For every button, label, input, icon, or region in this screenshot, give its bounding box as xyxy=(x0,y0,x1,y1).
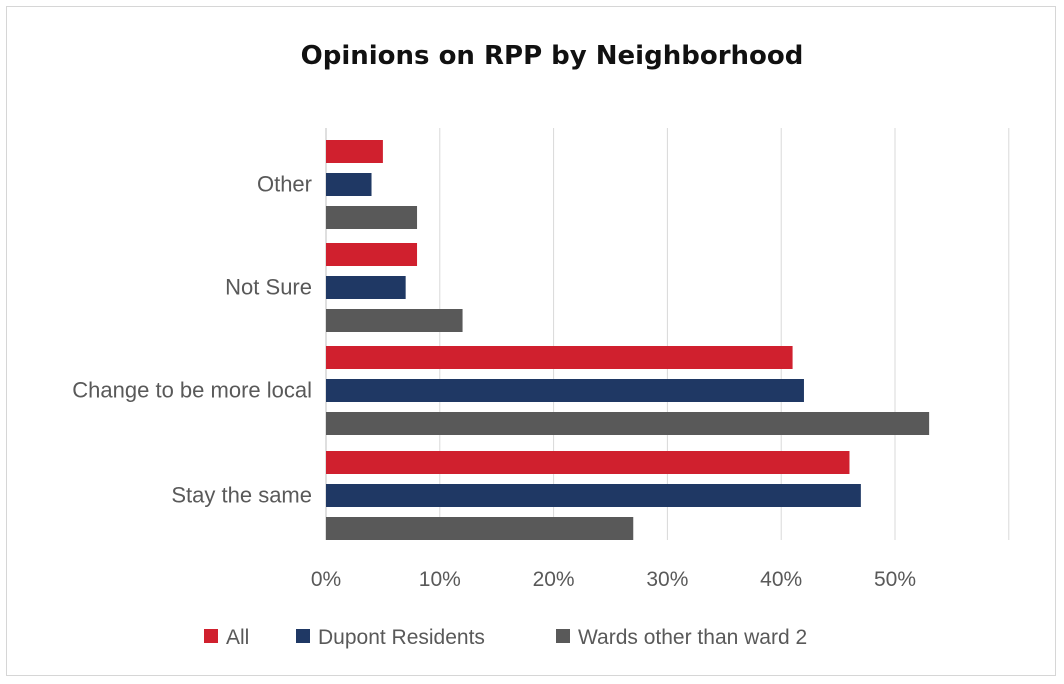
bar-dupont-residents-3 xyxy=(326,484,861,507)
legend-label: Wards other than ward 2 xyxy=(578,626,807,649)
category-label: Other xyxy=(257,172,312,197)
category-label: Not Sure xyxy=(225,275,312,300)
bar-dupont-residents-2 xyxy=(326,379,804,402)
legend: All Dupont Residents Wards other than ward… xyxy=(204,626,807,649)
legend-label: Dupont Residents xyxy=(318,626,485,649)
bar-dupont-residents-1 xyxy=(326,276,406,299)
bar-wards-other-than-ward-2-2 xyxy=(326,412,930,435)
x-tick-label: 30% xyxy=(646,568,688,591)
category-label: Stay the same xyxy=(171,483,312,508)
chart-title: Opinions on RPP by Neighborhood xyxy=(301,41,804,71)
x-tick-labels: 0% 10% 20% 30% 40% 50% xyxy=(311,568,916,591)
bar-all-2 xyxy=(326,346,793,369)
bar-all-3 xyxy=(326,451,850,474)
category-labels: Other Not Sure Change to be more local Stay… xyxy=(72,172,312,508)
legend-label: All xyxy=(226,626,249,649)
bars-group xyxy=(326,140,930,540)
bar-wards-other-than-ward-2-3 xyxy=(326,517,634,540)
legend-swatch xyxy=(296,629,310,643)
bar-all-1 xyxy=(326,243,418,266)
x-tick-label: 0% xyxy=(311,568,341,591)
x-tick-label: 40% xyxy=(760,568,802,591)
x-tick-label: 10% xyxy=(419,568,461,591)
category-label: Change to be more local xyxy=(72,378,312,403)
bar-all-0 xyxy=(326,140,383,163)
x-tick-label: 50% xyxy=(874,568,916,591)
bar-dupont-residents-0 xyxy=(326,173,372,196)
chart-frame xyxy=(6,6,1056,676)
bar-wards-other-than-ward-2-0 xyxy=(326,206,418,229)
gridlines xyxy=(325,128,1010,540)
x-tick-label: 20% xyxy=(533,568,575,591)
legend-swatch xyxy=(556,629,570,643)
bar-wards-other-than-ward-2-1 xyxy=(326,309,463,332)
legend-swatch xyxy=(204,629,218,643)
